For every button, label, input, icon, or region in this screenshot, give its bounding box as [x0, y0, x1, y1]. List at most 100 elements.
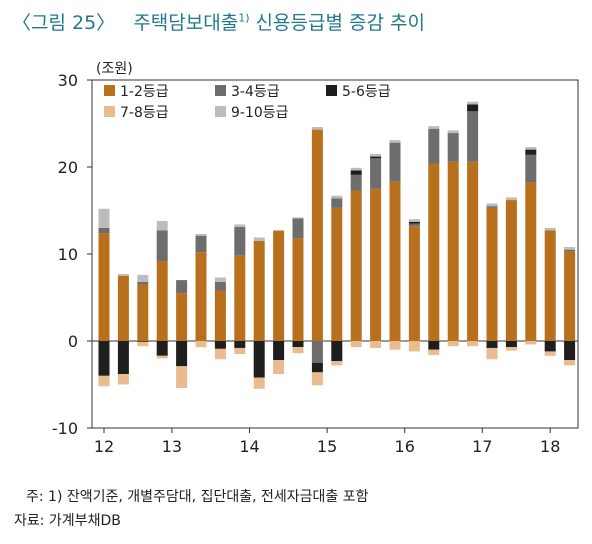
bar-segment: [137, 284, 149, 341]
bar-segment: [292, 218, 304, 239]
bar-segment: [486, 203, 498, 207]
legend-swatch: [326, 85, 337, 96]
x-tick-label: 13: [162, 437, 182, 456]
bar-segment: [98, 208, 110, 228]
bar-segment: [117, 341, 129, 375]
bar-segment: [370, 156, 382, 159]
bar-segment: [467, 341, 479, 347]
bar-segment: [137, 281, 149, 285]
bar-segment: [234, 341, 246, 348]
bar-segment: [331, 207, 343, 341]
bar-segment: [389, 181, 401, 341]
bar-segment: [350, 170, 362, 175]
legend-label: 3-4등급: [231, 84, 280, 100]
bar-segment: [408, 223, 420, 227]
bar-segment: [176, 341, 188, 367]
bar-segment: [447, 133, 459, 162]
bar-segment: [292, 341, 304, 348]
unit-label: (조원): [96, 61, 133, 77]
bar-segment: [214, 348, 226, 360]
bar-segment: [505, 200, 517, 341]
bar-segment: [253, 377, 265, 389]
bar-segment: [117, 374, 129, 385]
bar-segment: [331, 195, 343, 199]
bar-segment: [350, 174, 362, 191]
bar-segment: [311, 129, 323, 341]
bar-segment: [176, 280, 188, 294]
bar-segment: [195, 233, 207, 236]
bar-segment: [544, 341, 556, 352]
bar-segment: [505, 341, 517, 348]
legend-label: 5-6등급: [342, 84, 391, 100]
bar-segment: [525, 341, 537, 345]
bar-segment: [544, 230, 556, 341]
bar-segment: [428, 349, 440, 355]
bar-segment: [156, 230, 168, 261]
bar-segment: [486, 347, 498, 360]
bar-segment: [98, 233, 110, 341]
bar-segment: [156, 341, 168, 356]
bar-segment: [408, 226, 420, 341]
bar-segment: [253, 237, 265, 241]
bar-segment: [408, 219, 420, 222]
bar-segment: [195, 341, 207, 348]
bar-segment: [428, 163, 440, 341]
bar-segment: [350, 167, 362, 171]
bar-segment: [544, 227, 556, 231]
bar-segment: [408, 341, 420, 352]
bar-segment: [525, 149, 537, 155]
y-tick-label: 30: [58, 71, 78, 90]
bar-segment: [564, 251, 576, 341]
bar-segment: [505, 197, 517, 201]
bar-segment: [292, 238, 304, 341]
bar-segment: [292, 347, 304, 354]
bar-segment: [176, 366, 188, 388]
bar-segment: [234, 347, 246, 355]
y-tick-label: 20: [58, 158, 78, 177]
bar-segment: [370, 153, 382, 157]
legend-label: 1-2등급: [120, 84, 169, 100]
bar-segment: [98, 227, 110, 234]
bar-segment: [564, 247, 576, 250]
title-footnote-mark: 1): [238, 11, 250, 25]
bar-segment: [98, 341, 110, 376]
bar-segment: [311, 372, 323, 386]
legend-swatch: [104, 106, 115, 117]
bar-segment: [98, 375, 110, 387]
bar-segment: [195, 252, 207, 341]
bar-segment: [331, 198, 343, 208]
bar-segment: [389, 341, 401, 350]
bar-segment: [273, 341, 285, 361]
legend-swatch: [215, 106, 226, 117]
y-tick-label: 10: [58, 245, 78, 264]
bar-segment: [156, 355, 168, 359]
bar-segment: [467, 104, 479, 112]
legend-swatch: [215, 85, 226, 96]
bar-segment: [234, 227, 246, 256]
bar-segment: [447, 161, 459, 341]
bar-segment: [564, 249, 576, 252]
bar-segment: [214, 281, 226, 291]
bar-segment: [370, 341, 382, 348]
bar-segment: [273, 230, 285, 341]
chart-title: 〈그림 25〉 주택담보대출1) 신용등급별 증감 추이: [12, 8, 425, 35]
bar-segment: [486, 206, 498, 208]
bar-segment: [311, 341, 323, 363]
bar-segment: [447, 341, 459, 347]
bar-segment: [214, 277, 226, 282]
bar-segment: [331, 341, 343, 362]
y-tick-label: 0: [68, 332, 78, 351]
title-main: 주택담보대출: [133, 12, 239, 34]
bar-segment: [564, 360, 576, 366]
bar-segment: [156, 220, 168, 231]
bar-segment: [447, 130, 459, 134]
bar-segment: [525, 146, 537, 150]
bar-segment: [214, 341, 226, 349]
bar-segment: [117, 274, 129, 276]
bar-segment: [505, 347, 517, 351]
bar-segment: [253, 341, 265, 378]
bar-segment: [467, 111, 479, 162]
bar-segment: [331, 361, 343, 366]
bar-segment: [234, 224, 246, 228]
bar-segment: [370, 188, 382, 341]
